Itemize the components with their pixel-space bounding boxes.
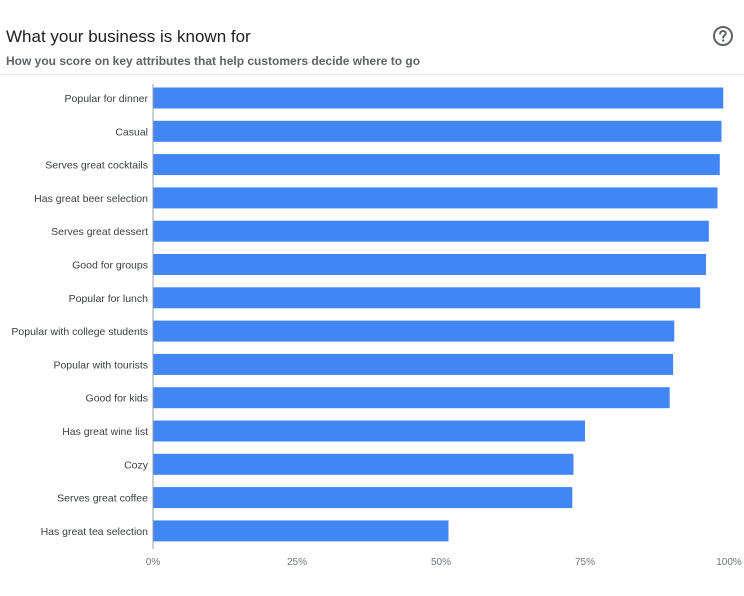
bar-3[interactable] (153, 154, 720, 176)
chart-subtitle: How you score on key attributes that hel… (6, 54, 421, 68)
x-tick-label: 25% (287, 557, 307, 568)
bar-10[interactable] (153, 387, 670, 409)
bar-13[interactable] (153, 487, 573, 509)
header-divider (0, 74, 744, 75)
category-label: Popular with college students (11, 326, 148, 338)
category-label: Serves great dessert (51, 226, 148, 238)
x-tick-label: 50% (431, 557, 451, 568)
bar-11[interactable] (153, 420, 585, 442)
help-circle-icon[interactable] (712, 25, 734, 47)
bar-14[interactable] (153, 520, 449, 542)
bar-12[interactable] (153, 453, 574, 475)
x-tick-label: 100% (716, 557, 742, 568)
bar-7[interactable] (153, 287, 701, 309)
chart-title: What your business is known for (6, 27, 251, 46)
category-label: Good for groups (72, 260, 148, 272)
category-label: Casual (115, 126, 148, 138)
category-label: Has great wine list (62, 426, 148, 438)
bar-8[interactable] (153, 320, 675, 342)
category-label: Serves great cocktails (45, 160, 148, 172)
category-label: Serves great coffee (57, 493, 148, 505)
bar-9[interactable] (153, 353, 674, 375)
category-label: Popular for dinner (65, 93, 149, 105)
category-label: Has great beer selection (34, 193, 148, 205)
category-label: Cozy (124, 459, 149, 471)
bar-4[interactable] (153, 187, 718, 209)
bar-1[interactable] (153, 87, 724, 109)
category-label: Good for kids (86, 393, 148, 405)
x-tick-label: 0% (146, 557, 161, 568)
category-label: Popular for lunch (69, 293, 149, 305)
bar-2[interactable] (153, 120, 722, 142)
category-label: Popular with tourists (53, 359, 148, 371)
bar-5[interactable] (153, 220, 709, 242)
category-label: Has great tea selection (41, 526, 149, 538)
x-tick-label: 75% (575, 557, 595, 568)
bar-6[interactable] (153, 254, 706, 275)
